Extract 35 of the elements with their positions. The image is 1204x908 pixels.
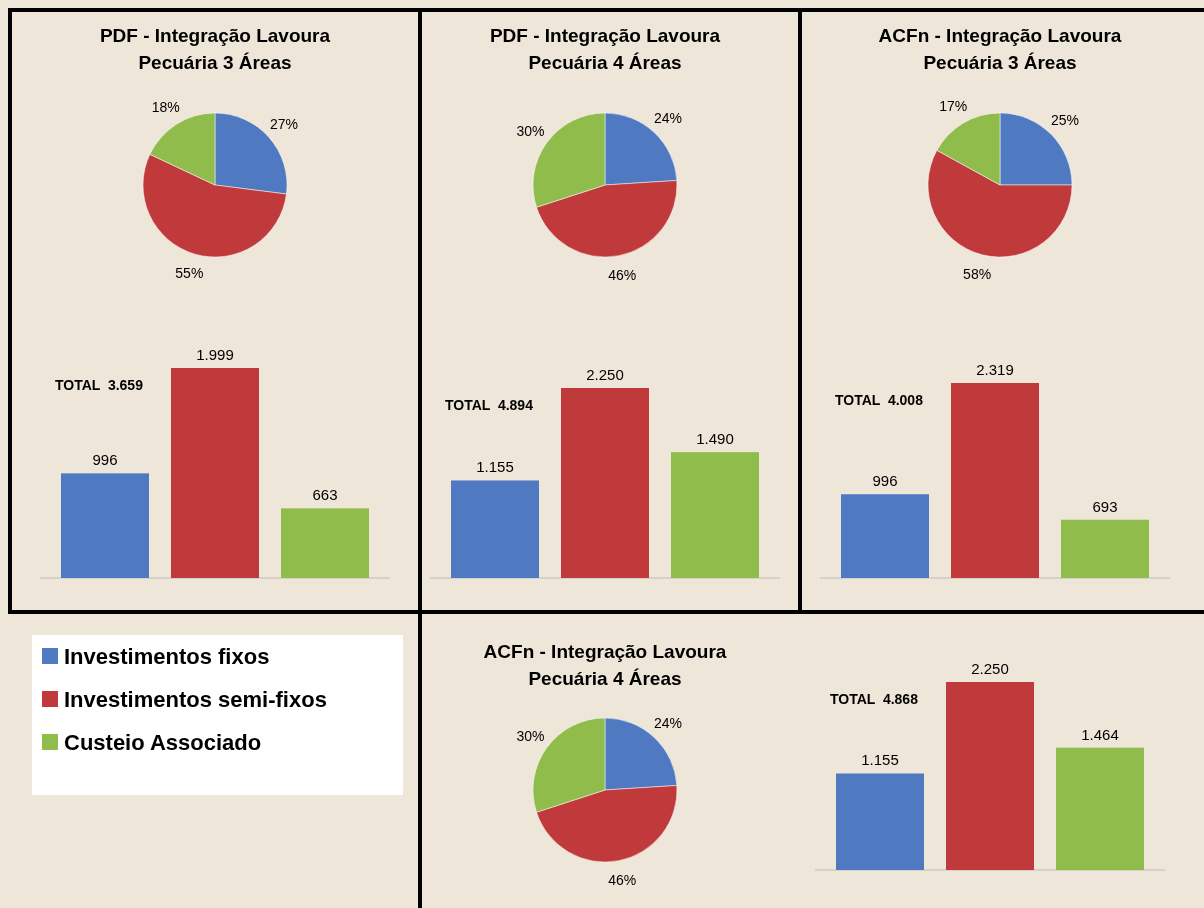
data-label: 1.155: [861, 751, 899, 769]
chart-title: ACFn - Integração Lavoura Pecuária 4 Áreas: [483, 641, 727, 689]
legend-label: Investimentos semi-fixos: [64, 687, 327, 712]
data-label: 1.490: [696, 430, 734, 448]
data-label: 25%: [1051, 111, 1080, 128]
annotation: TOTAL 4.008: [835, 392, 924, 408]
data-label: 996: [92, 451, 118, 469]
data-label: 996: [872, 472, 898, 490]
data-label: 2.319: [976, 361, 1014, 378]
data-label: 18%: [151, 99, 180, 116]
data-label: 24%: [653, 109, 682, 126]
data-label: 1.155: [476, 458, 514, 476]
data-label: 58%: [963, 266, 992, 283]
data-label: 17%: [939, 97, 968, 114]
data-label: 2.250: [971, 660, 1009, 677]
annotation: TOTAL 4.894: [445, 397, 534, 413]
data-label: 30%: [516, 122, 545, 139]
chart-title: ACFn - Integração Lavoura Pecuária 3 Áreas: [878, 25, 1122, 73]
data-label: 55%: [175, 265, 204, 282]
legend-label: Investimentos fixos: [64, 644, 270, 669]
data-label: 663: [312, 486, 338, 504]
data-label: 1.464: [1081, 725, 1119, 743]
data-label: 1.999: [196, 346, 234, 363]
data-label: 2.250: [586, 366, 624, 383]
data-label: 27%: [269, 116, 299, 133]
chart-title: PDF - Integração Lavoura Pecuária 4 Áreas: [489, 25, 721, 73]
data-label: 24%: [653, 714, 682, 731]
data-label: 30%: [516, 727, 545, 744]
annotation: TOTAL 4.868: [830, 691, 919, 707]
data-label: 46%: [608, 267, 637, 284]
data-label: 46%: [608, 872, 637, 889]
chart-title: PDF - Integração Lavoura Pecuária 3 Áreas: [99, 25, 331, 73]
legend-label: Custeio Associado: [64, 730, 262, 755]
annotation: TOTAL 3.659: [55, 377, 144, 393]
data-label: 693: [1092, 497, 1118, 515]
